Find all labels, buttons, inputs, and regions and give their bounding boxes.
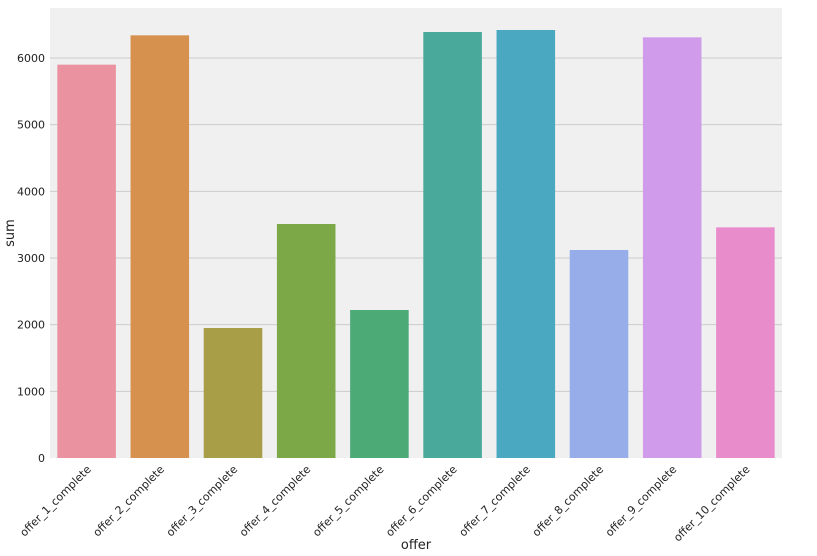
x-tick-label: offer_4_complete (237, 463, 314, 540)
bar-offer_1_complete (57, 64, 116, 459)
bar-offer_5_complete (350, 310, 409, 458)
y-tick-label: 1000 (17, 385, 45, 398)
bar-offer_3_complete (203, 328, 263, 458)
x-tick-label: offer_5_complete (310, 463, 387, 540)
bars (57, 30, 775, 459)
y-tick-label: 6000 (17, 52, 45, 65)
y-axis-label: sum (3, 219, 18, 247)
bar-offer_6_complete (423, 32, 482, 458)
bar-offer_7_complete (496, 30, 556, 458)
x-axis-label: offer (401, 538, 432, 553)
x-axis-ticks: offer_1_completeoffer_2_completeoffer_3_… (17, 463, 752, 544)
y-tick-label: 4000 (17, 185, 45, 198)
x-tick-label: offer_10_complete (671, 463, 752, 544)
x-tick-label: offer_3_complete (164, 463, 241, 540)
bar-offer_10_complete (716, 227, 775, 458)
x-tick-label: offer_9_complete (603, 463, 680, 540)
y-axis-ticks: 0 1000 2000 3000 4000 5000 6000 (17, 52, 45, 465)
y-tick-label: 2000 (17, 319, 45, 332)
x-tick-label: offer_1_complete (17, 463, 94, 540)
x-tick-label: offer_8_complete (530, 463, 607, 540)
y-tick-label: 0 (38, 452, 45, 465)
x-tick-label: offer_6_complete (383, 463, 460, 540)
y-tick-label: 5000 (17, 119, 45, 132)
bar-offer_4_complete (276, 224, 336, 458)
bar-offer_2_complete (130, 35, 190, 458)
bar-offer_8_complete (569, 250, 629, 458)
bar-offer_9_complete (642, 37, 702, 458)
x-tick-label: offer_7_complete (457, 463, 534, 540)
y-tick-label: 3000 (17, 252, 45, 265)
x-tick-label: offer_2_complete (91, 463, 168, 540)
